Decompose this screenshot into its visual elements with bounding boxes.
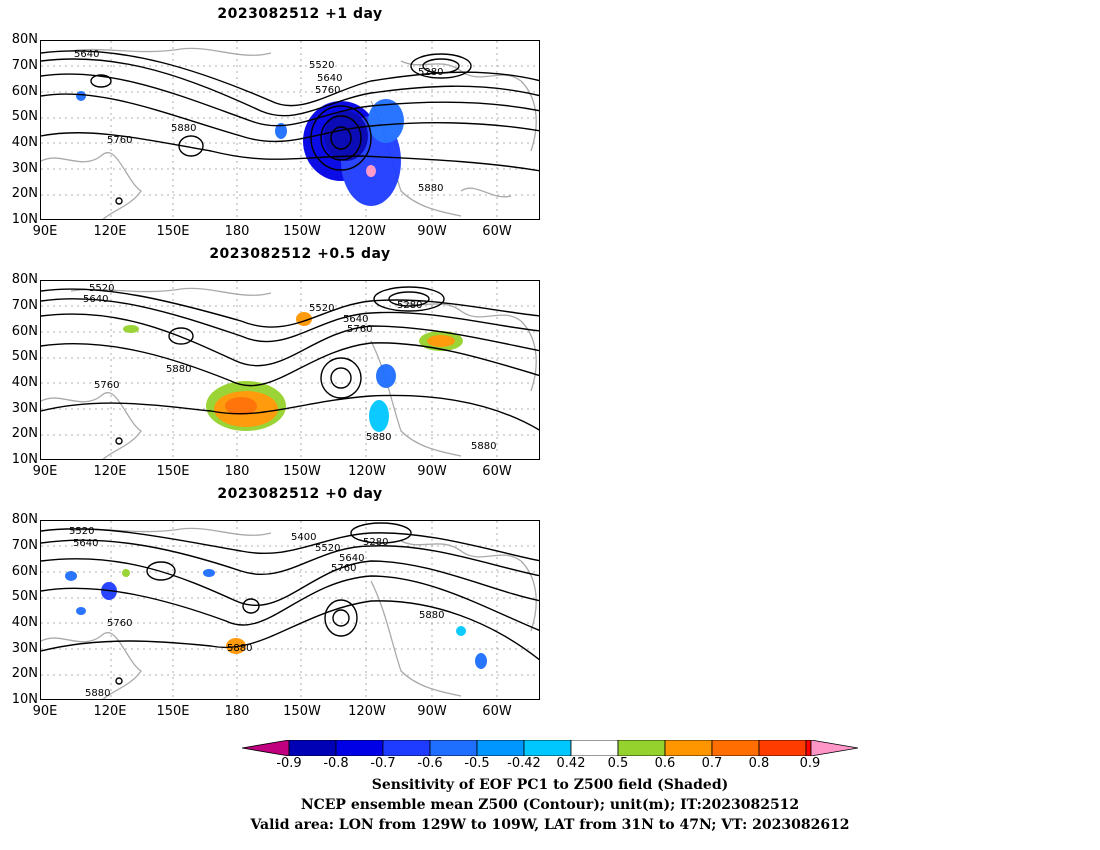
svg-text:5520: 5520 [309,303,334,314]
svg-text:5760: 5760 [94,380,119,391]
contours [41,50,539,205]
colorbar-tick: -0.8 [323,756,349,771]
svg-text:5520: 5520 [89,283,114,294]
colorbar-tick: 0.8 [748,756,770,771]
panel-title: 2023082512 +0.5 day [209,246,391,262]
colorbar-tick: -0.5 [464,756,490,771]
gridlines [41,41,539,219]
panel-title: 2023082512 +0 day [217,486,383,502]
svg-text:5880: 5880 [85,688,110,699]
colorbar-tick: -0.6 [417,756,443,771]
map-plot: 5640 5520 5640 5760 5280 5880 5760 5880 [40,40,540,220]
caption-line-3: Valid area: LON from 129W to 109W, LAT f… [250,817,850,833]
svg-text:5880: 5880 [419,610,444,621]
caption-line-1: Sensitivity of EOF PC1 to Z500 field (Sh… [371,777,729,793]
colorbar-tick: 0.7 [701,756,723,771]
svg-text:5640: 5640 [339,553,364,564]
colorbar-tick: -0.42 [507,756,541,771]
svg-text:5760: 5760 [107,135,132,146]
svg-text:5280: 5280 [363,537,388,548]
svg-text:5640: 5640 [317,73,342,84]
colorbar-left-arrow [242,740,290,756]
colorbar-tick: 0.42 [556,756,586,771]
svg-text:5880: 5880 [418,183,443,194]
svg-text:5640: 5640 [343,314,368,325]
colorbar-tick: -0.7 [370,756,396,771]
map-plot: 5520 5640 5400 5280 5520 5640 5760 5760 … [40,520,540,700]
colorbar [242,740,858,756]
svg-text:5520: 5520 [315,543,340,554]
svg-text:5520: 5520 [69,526,94,537]
panel-title: 2023082512 +1 day [217,6,383,22]
svg-text:5640: 5640 [83,294,108,305]
svg-text:5280: 5280 [418,67,443,78]
svg-text:5880: 5880 [171,123,196,134]
svg-text:5880: 5880 [227,643,252,654]
colorbar-tick: 0.5 [607,756,629,771]
svg-text:5640: 5640 [74,49,99,60]
map-svg: 5520 5640 5520 5280 5640 5760 5880 5760 … [41,281,539,459]
shading [76,91,404,206]
svg-text:5760: 5760 [107,618,132,629]
svg-text:5520: 5520 [309,60,334,71]
svg-text:5400: 5400 [291,532,316,543]
map-plot: 5520 5640 5520 5280 5640 5760 5880 5760 … [40,280,540,460]
colorbar-tick: 0.6 [654,756,676,771]
svg-text:5880: 5880 [166,364,191,375]
svg-text:5760: 5760 [347,324,372,335]
svg-text:5280: 5280 [397,300,422,311]
svg-text:5880: 5880 [471,441,496,452]
contour-labels: 5640 5520 5640 5760 5280 5880 5760 5880 [74,49,443,194]
colorbar-tick: -0.9 [276,756,302,771]
colorbar-right-arrow [810,740,858,756]
colorbar-boxes [288,740,812,756]
map-svg: 5640 5520 5640 5760 5280 5880 5760 5880 [41,41,539,219]
svg-text:5640: 5640 [73,538,98,549]
svg-text:5760: 5760 [315,85,340,96]
colorbar-tick: 0.9 [799,756,821,771]
map-svg: 5520 5640 5400 5280 5520 5640 5760 5760 … [41,521,539,699]
svg-text:5880: 5880 [366,432,391,443]
caption-line-2: NCEP ensemble mean Z500 (Contour); unit(… [300,797,800,813]
svg-text:5760: 5760 [331,563,356,574]
